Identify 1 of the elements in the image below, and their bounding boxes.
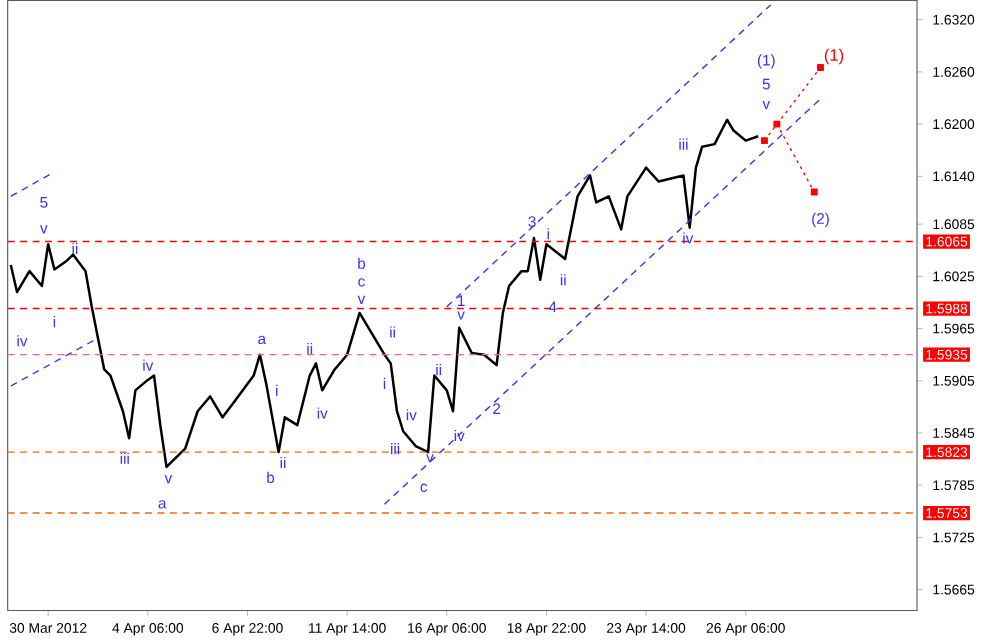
- series-label: (1): [824, 48, 844, 64]
